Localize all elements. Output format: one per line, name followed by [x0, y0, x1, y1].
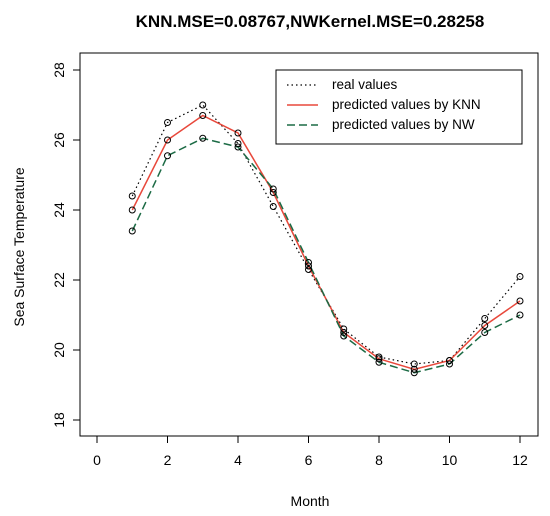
series-layer	[128, 101, 524, 377]
data-point	[128, 192, 136, 200]
series-line-3	[131, 137, 521, 374]
data-point	[234, 129, 242, 137]
data-point	[269, 189, 277, 196]
y-tick-label: 28	[51, 62, 67, 78]
data-point	[128, 227, 136, 235]
data-point	[199, 112, 207, 119]
y-tick-label: 18	[51, 412, 67, 428]
y-tick-label: 26	[51, 132, 67, 148]
data-point	[340, 332, 348, 340]
legend-label: predicted values by KNN	[332, 97, 481, 112]
data-point	[164, 152, 171, 160]
y-tick-label: 20	[51, 342, 67, 358]
x-tick-label: 6	[305, 452, 313, 468]
data-point	[234, 140, 242, 147]
data-point	[516, 297, 524, 305]
legend-box	[275, 69, 523, 145]
y-axis-label: Sea Surface Temperature	[11, 167, 27, 326]
data-point	[446, 357, 453, 364]
data-point	[516, 273, 524, 280]
data-point	[269, 185, 277, 193]
legend-label: predicted values by NW	[332, 117, 475, 132]
data-point	[375, 355, 383, 363]
data-point	[199, 101, 207, 109]
data-point	[234, 143, 242, 151]
data-point	[305, 259, 312, 266]
legend-label: real values	[332, 77, 398, 92]
x-axis: 0 2 4 6 8 10 12	[93, 435, 528, 468]
x-axis-label: Month	[291, 493, 330, 509]
series-line-2	[131, 114, 521, 371]
x-tick-label: 10	[442, 452, 458, 468]
data-point	[164, 119, 171, 126]
y-axis: 18 20 22 24 26 28	[51, 62, 81, 428]
data-point	[340, 329, 348, 336]
y-tick-label: 24	[51, 202, 67, 218]
data-point	[128, 206, 136, 214]
data-point	[516, 311, 524, 319]
x-tick-label: 0	[93, 452, 101, 468]
x-tick-label: 8	[375, 452, 383, 468]
data-point	[199, 134, 207, 142]
data-point	[305, 266, 312, 273]
data-point	[269, 203, 277, 210]
data-point	[305, 262, 312, 270]
x-tick-label: 2	[164, 452, 172, 468]
data-point	[410, 360, 418, 368]
data-point	[481, 315, 489, 322]
legend: real values predicted values by KNN predic…	[275, 69, 523, 145]
x-tick-label: 12	[512, 452, 528, 468]
data-point	[481, 322, 489, 329]
data-point	[340, 325, 348, 333]
chart-title: KNN.MSE=0.08767,NWKernel.MSE=0.28258	[136, 12, 485, 31]
y-tick-label: 22	[51, 272, 67, 288]
data-point	[481, 329, 489, 336]
data-point	[375, 358, 383, 366]
data-point	[446, 360, 453, 368]
data-point	[410, 369, 418, 377]
data-point	[164, 136, 171, 144]
x-tick-label: 4	[234, 452, 242, 468]
data-point	[410, 365, 418, 373]
